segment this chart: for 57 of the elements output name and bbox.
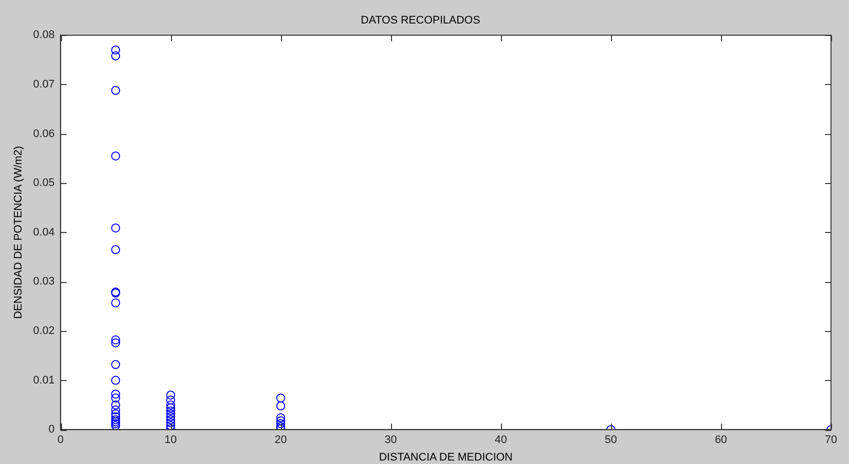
point <box>111 151 120 160</box>
y-axis-title: DENSIDAD DE POTENCIA (W/m2) <box>12 146 25 319</box>
point <box>166 415 176 424</box>
point <box>166 396 176 405</box>
point <box>111 394 120 403</box>
point <box>111 412 120 422</box>
point <box>276 419 286 428</box>
y-tick-label: 0.04 <box>33 226 55 238</box>
point <box>111 419 120 428</box>
point <box>276 413 286 422</box>
x-tick-label: 50 <box>604 434 618 446</box>
y-tick-label: 0.08 <box>33 29 55 42</box>
point <box>111 86 120 95</box>
point <box>276 416 286 426</box>
point <box>111 417 120 426</box>
point <box>111 405 120 414</box>
y-tick-label: 0.01 <box>33 374 55 386</box>
point <box>276 394 286 403</box>
point <box>111 400 120 410</box>
point <box>111 245 120 254</box>
point <box>111 360 120 370</box>
x-tick-label: 30 <box>384 434 397 446</box>
point <box>111 298 120 308</box>
point <box>111 421 120 430</box>
point <box>166 403 176 412</box>
point <box>166 400 176 410</box>
point <box>276 401 286 410</box>
point <box>111 223 120 232</box>
point <box>111 51 120 60</box>
point <box>166 421 176 430</box>
x-tick-label: 60 <box>714 434 728 446</box>
y-tick-label: 0.06 <box>33 128 55 140</box>
point <box>111 45 120 54</box>
point <box>166 412 176 422</box>
x-axis-title: DISTANCIA DE MEDICION <box>378 451 513 464</box>
y-tick-label: 0.03 <box>33 276 55 288</box>
point <box>111 335 120 344</box>
point <box>111 338 120 348</box>
x-tick-label: 20 <box>274 434 287 446</box>
chart-title: DATOS RECOPILADOS <box>360 14 480 27</box>
y-tick-label: 0.07 <box>33 78 55 91</box>
x-tick-label: 70 <box>824 434 838 446</box>
point <box>111 376 120 385</box>
point <box>111 415 120 424</box>
x-tick-label: 0 <box>58 434 64 446</box>
point <box>166 390 176 400</box>
point <box>111 409 120 418</box>
y-tick-label: 0.02 <box>33 325 55 338</box>
y-tick-label: 0.05 <box>33 177 55 190</box>
x-tick-label: 40 <box>494 434 507 446</box>
point <box>111 390 120 399</box>
point <box>166 418 176 428</box>
point <box>166 406 176 416</box>
y-tick-label: 0 <box>48 424 55 436</box>
x-tick-label: 10 <box>164 434 177 446</box>
point <box>276 422 286 430</box>
point <box>166 409 176 418</box>
